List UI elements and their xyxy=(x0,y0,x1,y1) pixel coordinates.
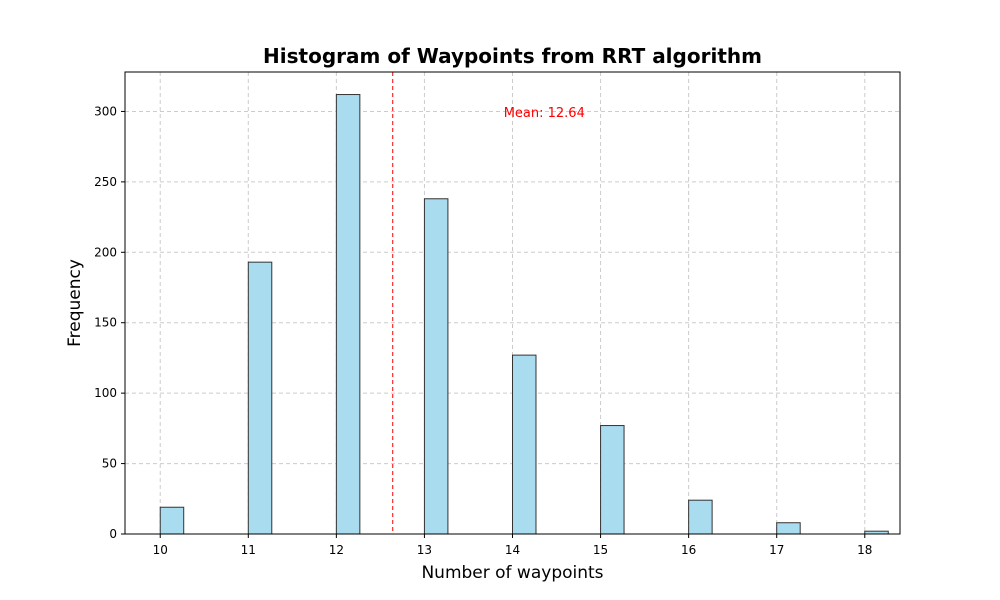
y-tick-label: 100 xyxy=(94,386,117,400)
x-tick-label: 11 xyxy=(241,543,256,557)
x-tick-label: 10 xyxy=(153,543,168,557)
histogram-bar-13 xyxy=(423,198,449,535)
mean-annotation: Mean: 12.64 xyxy=(504,106,585,121)
x-tick-label: 12 xyxy=(329,543,344,557)
y-tick-label: 50 xyxy=(102,457,117,471)
x-tick-label: 16 xyxy=(681,543,696,557)
x-tick-label: 14 xyxy=(505,543,520,557)
histogram-bars xyxy=(159,94,889,535)
chart-title: Histogram of Waypoints from RRT algorith… xyxy=(263,44,762,68)
y-tick-label: 0 xyxy=(109,527,117,541)
y-axis-label: Frequency xyxy=(65,259,85,347)
y-tick-label: 200 xyxy=(94,245,117,259)
x-tick-label: 15 xyxy=(593,543,608,557)
histogram-bar-16 xyxy=(688,499,713,535)
histogram-bar-15 xyxy=(600,425,625,535)
histogram-bar-11 xyxy=(247,261,273,535)
y-tick-label: 300 xyxy=(94,104,117,118)
histogram-bar-12 xyxy=(335,94,361,535)
y-tick-label: 150 xyxy=(94,316,117,330)
histogram-bar-14 xyxy=(512,354,537,535)
x-axis-label: Number of waypoints xyxy=(421,563,603,583)
histogram-bar-10 xyxy=(159,506,185,535)
y-axis-ticks: 0 50 100 150 200 250 300 xyxy=(94,104,125,541)
x-tick-label: 13 xyxy=(417,543,432,557)
histogram-bar-17 xyxy=(776,522,801,535)
mean-line-group: Mean: 12.64 xyxy=(392,72,585,534)
x-axis-ticks: 10 11 12 13 14 15 16 17 18 xyxy=(153,534,872,557)
x-tick-label: 17 xyxy=(769,543,784,557)
x-tick-label: 18 xyxy=(857,543,872,557)
y-tick-label: 250 xyxy=(94,175,117,189)
